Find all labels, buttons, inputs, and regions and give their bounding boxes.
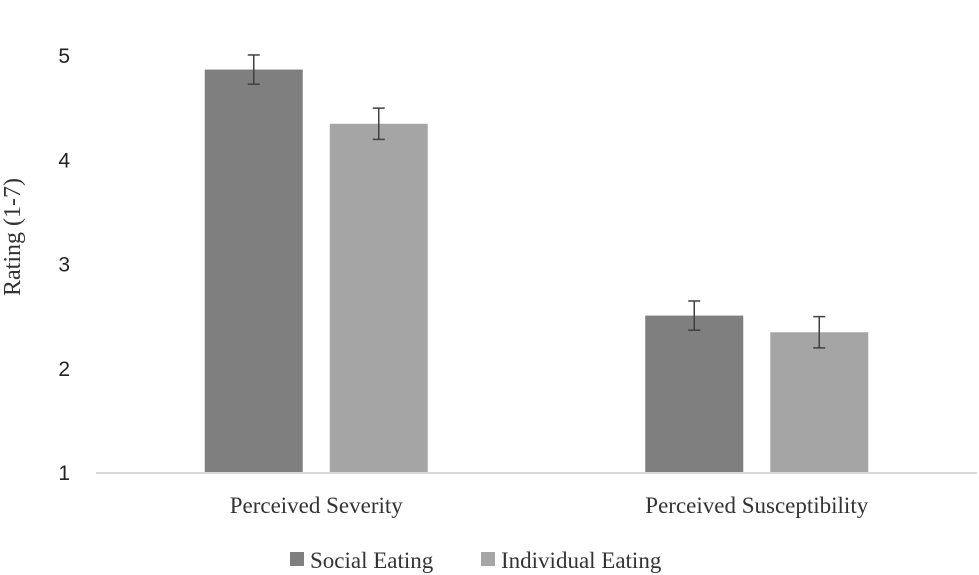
bar-social-eating — [204, 69, 303, 474]
y-tick-label: 4 — [58, 149, 70, 172]
y-tick-label: 2 — [58, 358, 70, 381]
y-axis-ticks: 1 2 3 4 5 — [58, 45, 70, 485]
bar-social-eating — [645, 315, 744, 473]
x-category-label: Perceived Severity — [230, 493, 404, 518]
bar-individual-eating — [329, 123, 428, 473]
legend-label: Individual Eating — [501, 548, 662, 573]
error-bars-group — [247, 54, 826, 349]
y-tick-label: 1 — [58, 462, 70, 485]
bar-individual-eating — [770, 332, 869, 473]
legend-swatch — [481, 552, 495, 566]
category-labels: Perceived Severity Perceived Susceptibili… — [230, 493, 869, 518]
legend-swatch — [290, 552, 304, 566]
legend: Social Eating Individual Eating — [290, 548, 662, 573]
y-tick-label: 3 — [58, 254, 70, 277]
legend-label: Social Eating — [310, 548, 434, 573]
y-axis-title: Rating (1-7) — [0, 178, 26, 296]
bars-group — [204, 69, 869, 474]
x-category-label: Perceived Susceptibility — [645, 493, 868, 518]
y-tick-label: 5 — [58, 45, 70, 68]
